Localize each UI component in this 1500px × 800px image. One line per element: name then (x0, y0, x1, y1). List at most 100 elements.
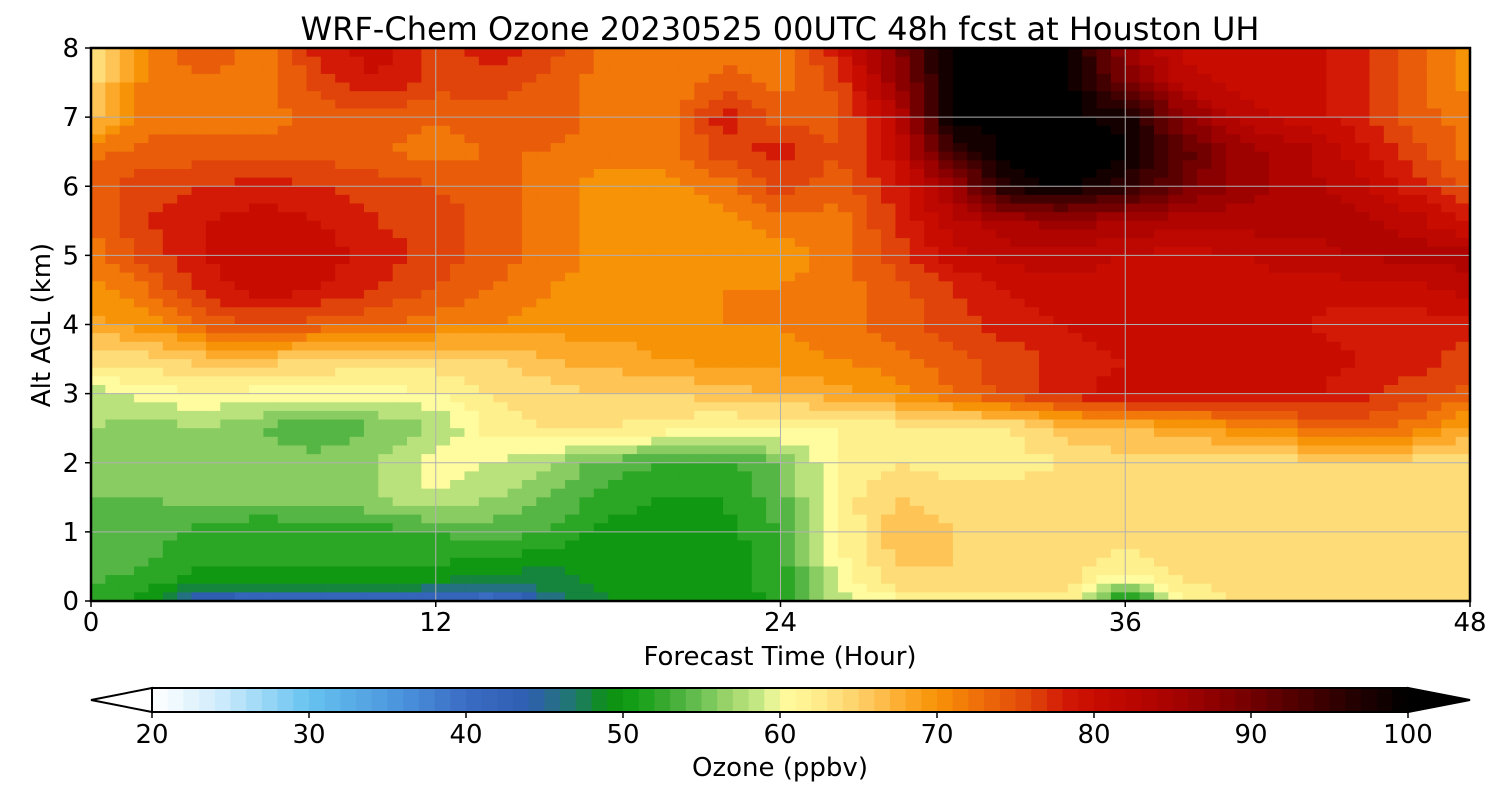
heatmap-cell (794, 73, 810, 84)
heatmap-cell (780, 367, 796, 377)
heatmap-cell (679, 393, 695, 403)
heatmap-cell (435, 108, 451, 118)
heatmap-cell (320, 410, 336, 421)
heatmap-cell (1340, 359, 1356, 369)
heatmap-cell (579, 402, 595, 412)
heatmap-cell (636, 238, 652, 248)
heatmap-cell (766, 203, 782, 213)
heatmap-cell (995, 255, 1011, 265)
heatmap-cell (794, 229, 810, 239)
heatmap-cell (91, 91, 106, 101)
heatmap-cell (1340, 82, 1356, 92)
heatmap-cell (191, 333, 207, 343)
heatmap-cell (1211, 281, 1227, 291)
heatmap-cell (134, 419, 150, 429)
heatmap-cell (1168, 194, 1184, 205)
heatmap-cell (1297, 91, 1313, 101)
heatmap-cell (852, 471, 868, 481)
heatmap-cell (1225, 471, 1241, 481)
heatmap-cell (952, 65, 968, 75)
heatmap-cell (780, 160, 796, 170)
heatmap-cell (1153, 65, 1169, 75)
heatmap-cell (665, 134, 681, 144)
heatmap-cell (378, 298, 394, 308)
heatmap-cell (263, 393, 279, 403)
heatmap-cell (1369, 298, 1385, 308)
heatmap-cell (1398, 264, 1414, 274)
heatmap-cell (105, 125, 121, 136)
heatmap-cell (1254, 143, 1270, 153)
heatmap-cell (435, 350, 451, 360)
heatmap-cell (234, 315, 250, 326)
heatmap-cell (177, 177, 193, 187)
heatmap-cell (134, 168, 150, 179)
heatmap-cell (895, 168, 911, 179)
heatmap-cell (292, 186, 308, 196)
heatmap-cell (177, 220, 193, 231)
heatmap-cell (1240, 298, 1256, 308)
heatmap-cell (205, 315, 221, 326)
heatmap-cell (1039, 99, 1055, 110)
heatmap-cell (679, 255, 695, 265)
heatmap-cell (205, 203, 221, 213)
heatmap-cell (292, 134, 308, 144)
heatmap-cell (162, 143, 178, 153)
heatmap-cell (967, 462, 983, 472)
heatmap-cell (220, 445, 236, 455)
heatmap-cell (823, 108, 839, 118)
heatmap-cell (1383, 238, 1399, 248)
heatmap-cell (579, 125, 595, 136)
heatmap-cell (1398, 289, 1414, 300)
heatmap-cell (1182, 376, 1198, 386)
heatmap-cell (866, 359, 882, 369)
heatmap-cell (378, 134, 394, 144)
heatmap-cell (134, 82, 150, 92)
heatmap-cell (493, 177, 509, 187)
heatmap-cell (363, 194, 379, 205)
heatmap-cell (967, 428, 983, 438)
heatmap-cell (263, 125, 279, 136)
heatmap-cell (622, 376, 638, 386)
heatmap-cell (938, 246, 954, 256)
heatmap-cell (435, 246, 451, 256)
heatmap-cell (608, 307, 624, 317)
heatmap-cell (349, 125, 365, 136)
heatmap-cell (205, 350, 221, 360)
heatmap-cell (1398, 212, 1414, 222)
heatmap-cell (708, 246, 724, 256)
heatmap-cell (1010, 359, 1026, 369)
heatmap-cell (105, 143, 121, 153)
heatmap-cell (593, 82, 609, 92)
heatmap-cell (1355, 272, 1371, 282)
heatmap-cell (1197, 480, 1213, 490)
heatmap-cell (622, 428, 638, 438)
heatmap-cell (521, 73, 537, 84)
heatmap-cell (148, 471, 164, 481)
heatmap-cell (277, 393, 293, 403)
heatmap-cell (119, 480, 135, 490)
heatmap-cell (967, 82, 983, 92)
heatmap-cell (1168, 168, 1184, 179)
heatmap-cell (1125, 186, 1141, 196)
heatmap-cell (981, 488, 997, 498)
heatmap-cell (220, 462, 236, 472)
heatmap-cell (478, 177, 494, 187)
heatmap-cell (694, 65, 710, 75)
heatmap-cell (579, 393, 595, 403)
heatmap-cell (981, 272, 997, 282)
heatmap-cell (1082, 272, 1098, 282)
heatmap-cell (909, 341, 925, 352)
heatmap-cell (593, 134, 609, 144)
heatmap-cell (1082, 419, 1098, 429)
heatmap-cell (277, 272, 293, 282)
heatmap-cell (292, 177, 308, 187)
heatmap-cell (924, 73, 940, 84)
heatmap-cell (794, 350, 810, 360)
heatmap-cell (177, 341, 193, 352)
heatmap-cell (493, 488, 509, 498)
heatmap-cell (1168, 480, 1184, 490)
heatmap-cell (464, 471, 480, 481)
heatmap-cell (234, 264, 250, 274)
heatmap-cell (924, 194, 940, 205)
heatmap-cell (622, 134, 638, 144)
